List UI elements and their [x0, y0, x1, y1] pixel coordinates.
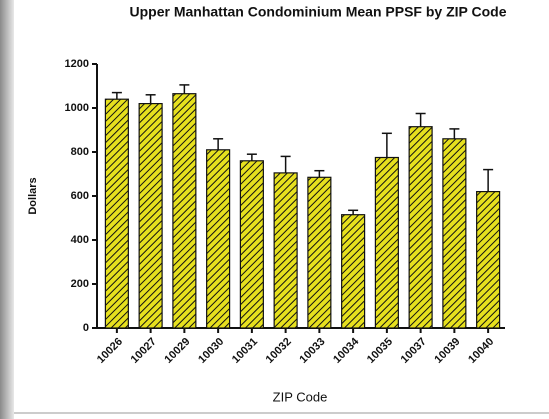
- bar: [239, 160, 264, 329]
- x-tick-label: 10027: [129, 336, 159, 366]
- x-tick-label: 10026: [95, 336, 125, 366]
- y-tick-label: 400: [71, 234, 89, 246]
- x-tick-label: 10034: [331, 335, 362, 366]
- bar: [138, 102, 163, 329]
- bar: [476, 191, 501, 329]
- bar: [273, 172, 298, 329]
- bar: [442, 138, 467, 329]
- x-tick-label: 10035: [365, 336, 395, 366]
- x-tick-label: 10040: [466, 336, 496, 366]
- y-tick-label: 0: [83, 322, 89, 334]
- x-tick-label: 10039: [432, 336, 462, 366]
- x-tick-label: 10029: [162, 336, 192, 366]
- x-tick-label: 10030: [196, 336, 226, 366]
- y-tick-label: 1200: [65, 58, 89, 70]
- bar: [206, 149, 231, 329]
- bar: [341, 214, 366, 329]
- y-tick-label: 1000: [65, 102, 89, 114]
- bar: [172, 93, 197, 329]
- y-axis-title: Dollars: [27, 177, 39, 214]
- x-tick-label: 10037: [399, 336, 429, 366]
- x-tick-label: 10033: [297, 336, 327, 366]
- bar: [408, 126, 433, 329]
- x-tick-label: 10031: [230, 336, 260, 366]
- bar: [374, 156, 399, 329]
- chart-title: Upper Manhattan Condominium Mean PPSF by…: [130, 4, 507, 20]
- y-tick-label: 600: [71, 190, 89, 202]
- page-edge: [0, 0, 14, 419]
- y-tick-label: 800: [71, 146, 89, 158]
- bar: [104, 98, 129, 329]
- x-tick-label: 10032: [264, 336, 294, 366]
- bar: [307, 176, 332, 329]
- y-tick-label: 200: [71, 278, 89, 290]
- x-axis-title: ZIP Code: [273, 389, 328, 404]
